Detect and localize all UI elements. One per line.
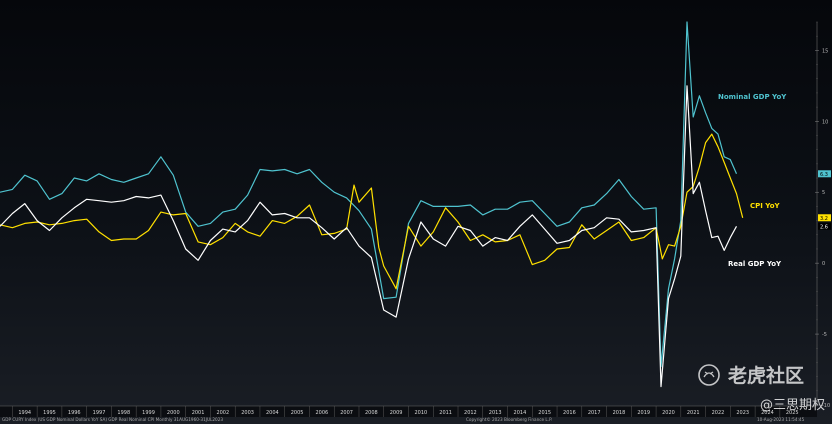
x-tick-label: 2015: [538, 410, 551, 416]
y-tick-label: 10: [822, 119, 828, 125]
y-tick-label: 5: [822, 190, 825, 196]
x-tick-label: 2000: [167, 410, 180, 416]
value-tag-label: 2.6: [820, 224, 828, 230]
x-tick-label: 2020: [662, 410, 675, 416]
series-layer: [0, 21, 744, 388]
series-label-nominal-gdp-yoy: Nominal GDP YoY: [718, 93, 787, 101]
x-tick-label: 1997: [93, 410, 106, 416]
value-tag: [818, 222, 831, 230]
footer-left: GDP CURY Index (US GDP Nominal Dollars Y…: [2, 417, 223, 422]
x-tick-label: 2025: [786, 410, 799, 416]
watermark: 老虎社区 @三思期权: [698, 364, 825, 413]
x-tick-label: 2011: [439, 410, 452, 416]
x-tick-label: 2005: [291, 410, 304, 416]
value-tag-label: 6.3: [820, 172, 828, 178]
y-tick-label: -10: [822, 403, 830, 409]
x-tick-label: 2018: [613, 410, 626, 416]
x-tick-label: 2010: [415, 410, 428, 416]
x-tick-label: 2013: [489, 410, 502, 416]
x-tick-label: 2017: [588, 410, 601, 416]
footer-right: 10-Aug-2023 11:54:45: [757, 417, 805, 422]
value-tag: [818, 170, 831, 178]
y-tick-label: 0: [822, 261, 825, 267]
chart-axes: 1994 1995 1996 1997 1998 1999 2000 2001 2002 2003…: [0, 21, 830, 417]
x-tick-label: 1996: [68, 410, 81, 416]
x-tick-label: 1994: [18, 410, 31, 416]
x-tick-label: 2022: [712, 410, 725, 416]
x-tick-label: 2002: [216, 410, 229, 416]
watermark-user: @三思期权: [760, 397, 825, 413]
x-tick-label: 2016: [563, 410, 576, 416]
x-tick-label: 2012: [464, 410, 477, 416]
series-line-real-gdp-yoy: [0, 85, 738, 388]
y-tick-label: -5: [822, 332, 827, 338]
series-label-layer: 6.3 3.2 2.6 Nominal GDP YoY CPI YoY Real GDP …: [718, 93, 831, 268]
x-tick-label: 2006: [315, 410, 328, 416]
series-line-nominal-gdp-yoy: [0, 21, 738, 368]
x-tick-label: 2007: [340, 410, 353, 416]
x-tick-label: 2003: [241, 410, 254, 416]
x-tick-label: 1998: [117, 410, 130, 416]
tiger-logo-icon: [698, 364, 720, 386]
x-tick-label: 1999: [142, 410, 155, 416]
x-tick-label: 2014: [514, 410, 527, 416]
x-tick-label: 2001: [192, 410, 205, 416]
x-tick-label: 2021: [687, 410, 700, 416]
x-tick-label: 2009: [390, 410, 403, 416]
x-tick-label: 2008: [365, 410, 378, 416]
footer-center: Copyright© 2023 Bloomberg Finance L.P.: [466, 417, 552, 422]
x-tick-label: 2024: [761, 410, 774, 416]
x-tick-label: 2004: [266, 410, 279, 416]
series-label-cpi-yoy: CPI YoY: [750, 202, 781, 210]
series-line-cpi-yoy: [0, 133, 744, 290]
value-tag-label: 3.2: [820, 216, 828, 222]
x-tick-label: 2019: [637, 410, 650, 416]
value-tag: [818, 214, 831, 222]
x-tick-label: 1995: [43, 410, 56, 416]
y-tick-label: 15: [822, 48, 828, 54]
series-label-real-gdp-yoy: Real GDP YoY: [728, 260, 782, 268]
watermark-brand: 老虎社区: [728, 364, 804, 387]
x-tick-label: 2023: [736, 410, 749, 416]
